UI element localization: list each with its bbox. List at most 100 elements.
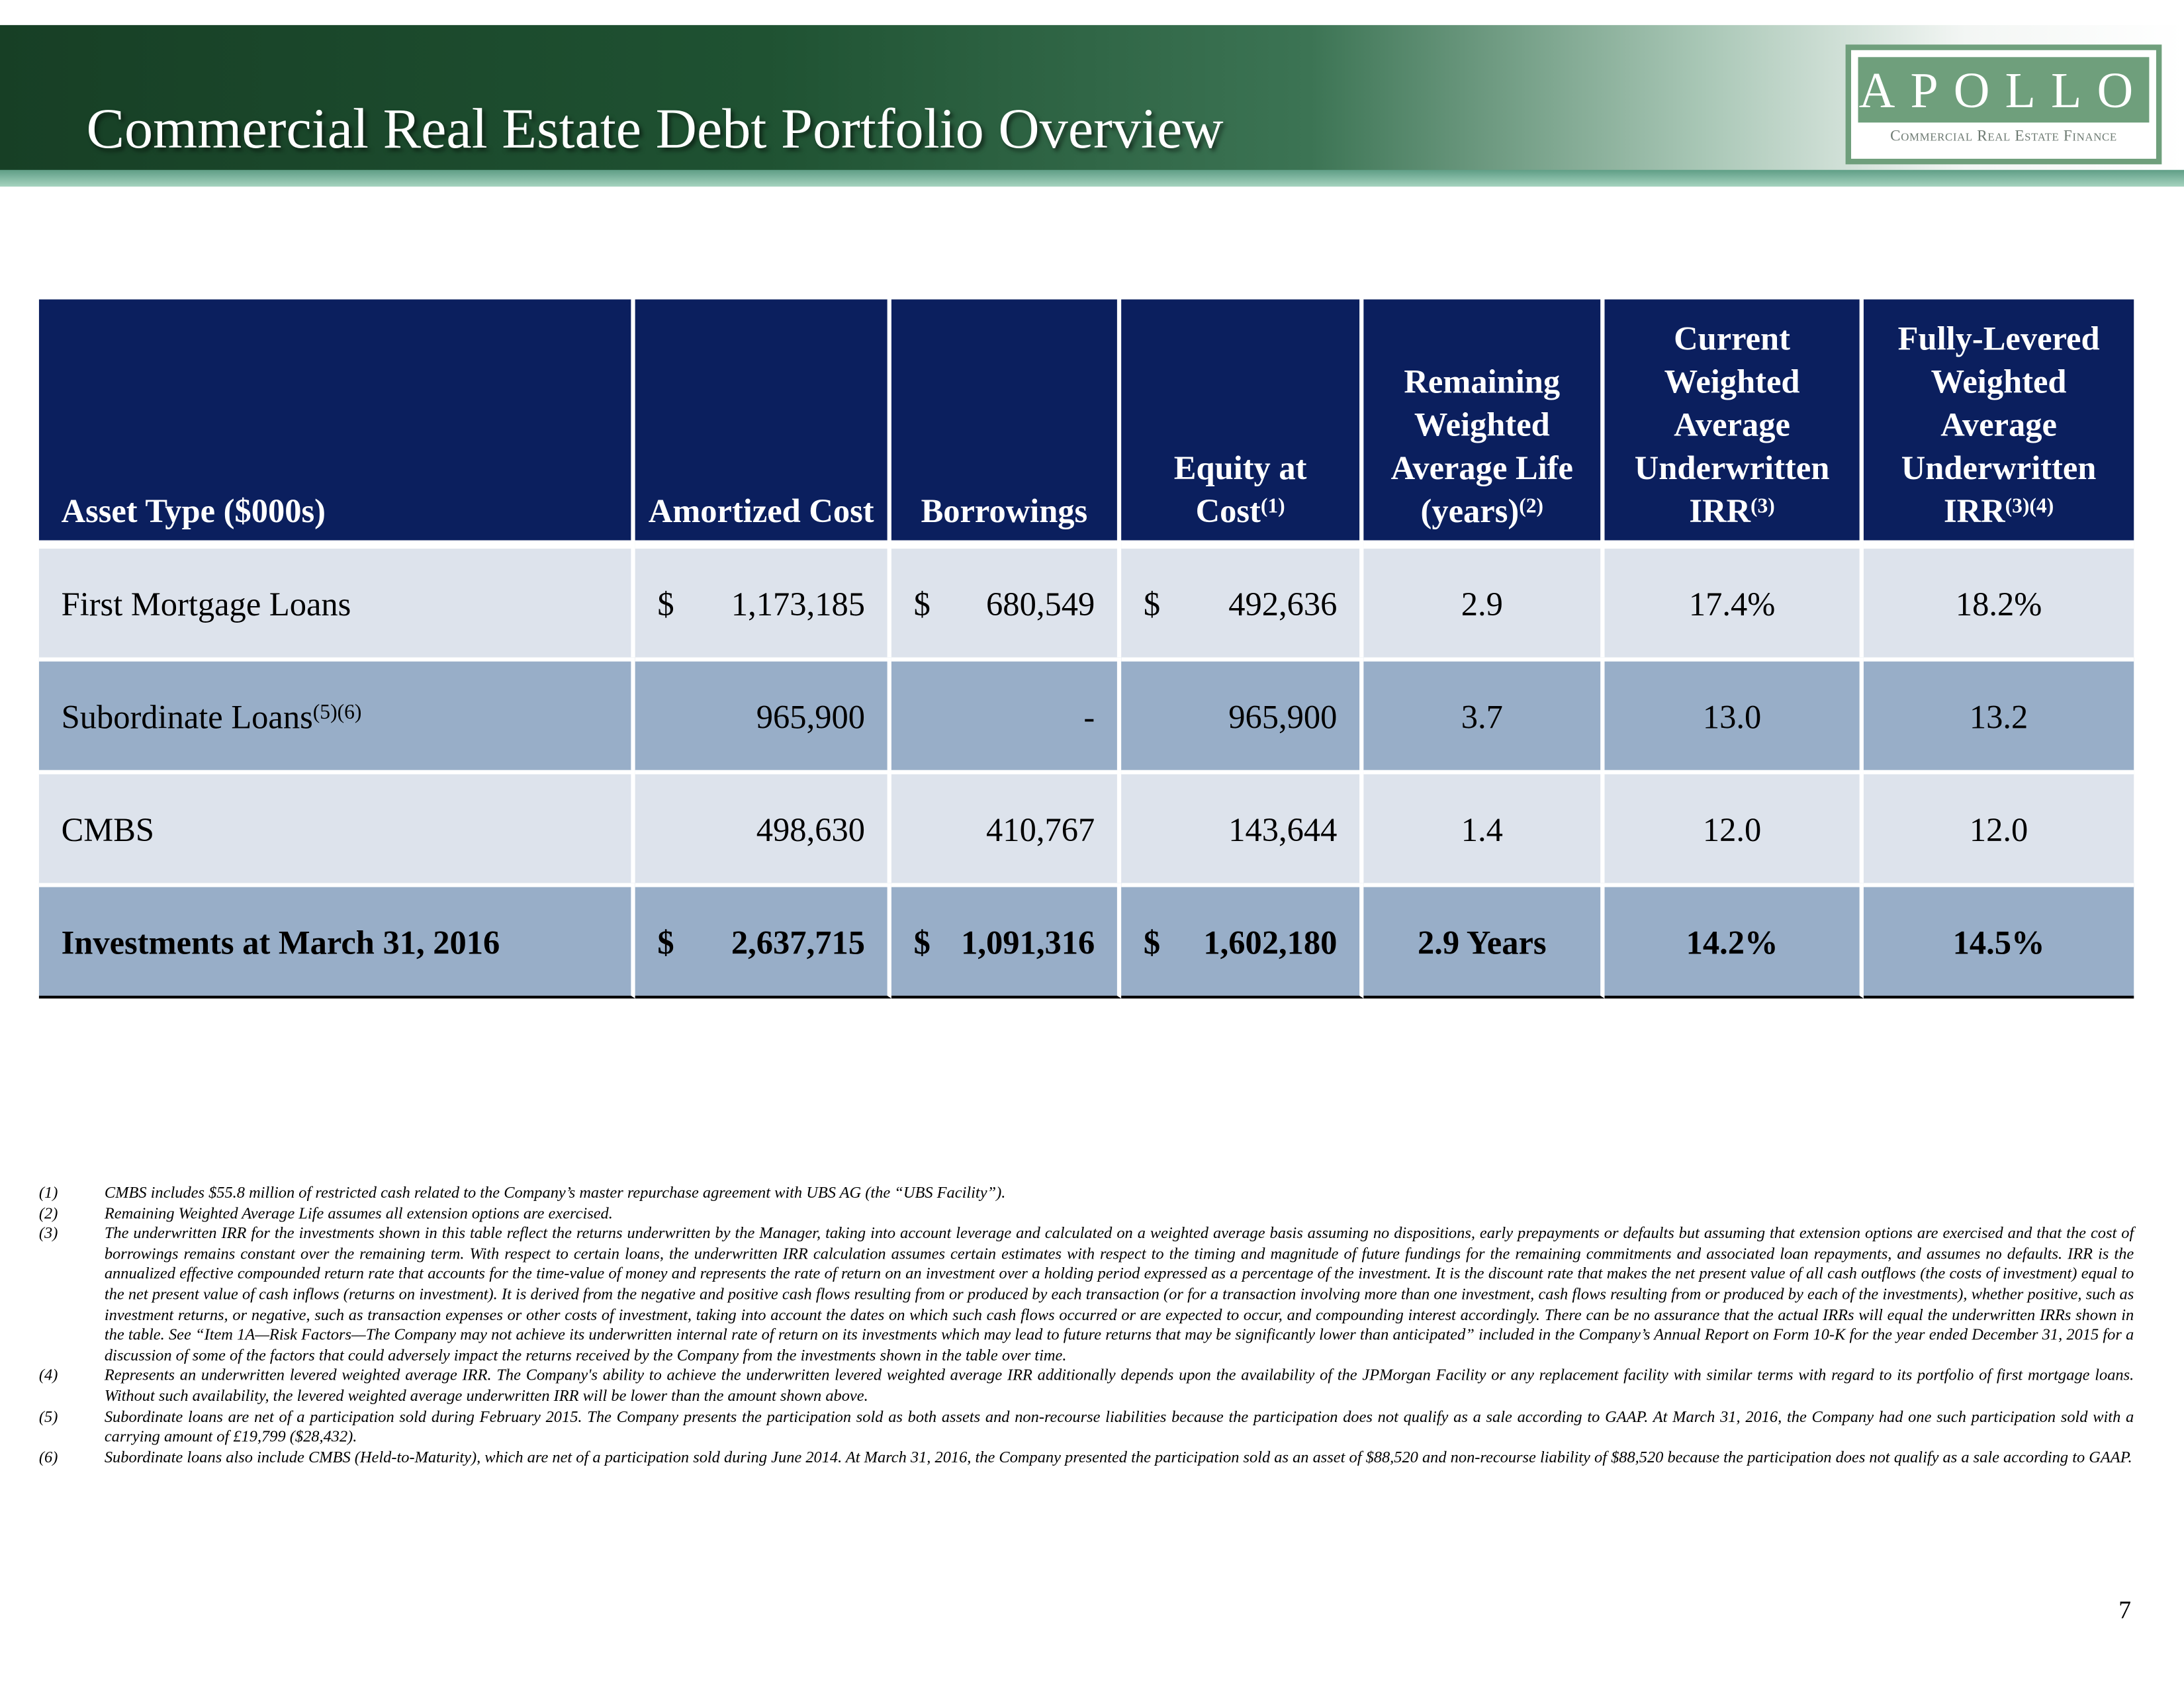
footnote-ref: (1)	[1260, 496, 1285, 518]
footnote-text: Remaining Weighted Average Life assumes …	[104, 1204, 613, 1222]
current-irr-cell: 13.0	[1604, 657, 1864, 770]
life-cell: 1.4	[1363, 770, 1605, 883]
column-header-label: Asset Type ($000s)	[61, 494, 326, 531]
dollar-sign: $	[657, 587, 674, 623]
asset-type: First Mortgage Loans	[61, 587, 351, 623]
column-header: Equity at Cost(1)	[1121, 299, 1364, 541]
value: 1,173,185	[731, 587, 865, 623]
footnote-number: (5)	[38, 1407, 58, 1426]
amortized-cost-cell: $1,173,185	[635, 540, 891, 658]
footnote: (1) CMBS includes $55.8 million of restri…	[39, 1184, 2134, 1204]
footnote-ref: (5)(6)	[312, 701, 362, 724]
current-irr-cell: 17.4%	[1604, 540, 1864, 658]
footnote-ref: (2)	[1519, 496, 1544, 518]
value: 1,091,316	[961, 925, 1095, 962]
footnote-number: (4)	[38, 1366, 58, 1385]
asset-type-cell: Investments at March 31, 2016	[38, 883, 635, 999]
value: 14.5%	[1952, 925, 2045, 962]
footnote: (3) The underwritten IRR for the investme…	[39, 1224, 2134, 1366]
levered-irr-cell: 12.0	[1863, 770, 2134, 883]
column-header: Remaining Weighted Average Life (years)(…	[1363, 299, 1605, 541]
value: 492,636	[1228, 587, 1338, 623]
column-header-label: Equity at Cost	[1173, 451, 1307, 531]
column-header-label: Amortized Cost	[648, 494, 874, 531]
value: 680,549	[986, 587, 1095, 623]
footnote-number: (2)	[38, 1204, 58, 1222]
value: 965,900	[1228, 699, 1338, 736]
amortized-cost-cell: 965,900	[635, 657, 891, 770]
life-cell: 2.9	[1363, 540, 1605, 658]
page-number: 7	[2118, 1595, 2132, 1624]
asset-type-cell: CMBS	[38, 770, 635, 883]
column-header: Fully-Levered Weighted Average Underwrit…	[1863, 299, 2134, 541]
value: 13.2	[1969, 699, 2028, 736]
asset-type: Subordinate Loans	[61, 699, 313, 736]
apollo-logo: APOLLO Commercial Real Estate Finance	[1845, 44, 2162, 165]
dollar-sign: $	[1143, 587, 1161, 623]
dollar-sign: $	[913, 587, 931, 623]
equity-cell: $492,636	[1121, 540, 1364, 658]
dollar-sign: $	[1143, 925, 1161, 962]
page-title: Commercial Real Estate Debt Portfolio Ov…	[86, 96, 1224, 161]
footnotes: (1) CMBS includes $55.8 million of restri…	[39, 1184, 2134, 1468]
value: 2.9 Years	[1418, 925, 1547, 962]
column-header: Asset Type ($000s)	[38, 299, 635, 541]
footnote-text: Subordinate loans are net of a participa…	[104, 1407, 2134, 1446]
levered-irr-cell: 14.5%	[1863, 883, 2134, 999]
total-row: Investments at March 31, 2016 $2,637,715 $…	[38, 883, 2134, 999]
footnote: (2) Remaining Weighted Average Life assum…	[39, 1204, 2134, 1225]
value: 143,644	[1228, 813, 1338, 849]
footnote-number: (3)	[38, 1224, 58, 1243]
value: 14.2%	[1686, 925, 1778, 962]
footnote: (4) Represents an underwritten levered we…	[39, 1366, 2134, 1407]
amortized-cost-cell: 498,630	[635, 770, 891, 883]
logo-name: APOLLO	[1858, 57, 2150, 123]
column-header-label: Current Weighted Average Underwritten IR…	[1634, 322, 1830, 531]
value: 18.2%	[1955, 587, 2042, 623]
column-header-label: Borrowings	[921, 494, 1088, 531]
value: 13.0	[1702, 699, 1762, 736]
equity-cell: $1,602,180	[1121, 883, 1364, 999]
header-banner	[0, 24, 2184, 173]
column-header: Current Weighted Average Underwritten IR…	[1604, 299, 1864, 541]
value: 410,767	[986, 813, 1095, 849]
footnote-ref: (3)(4)	[2005, 496, 2054, 518]
value: 12.0	[1702, 813, 1762, 849]
header-stripe	[0, 169, 2184, 187]
footnote-text: The underwritten IRR for the investments…	[104, 1224, 2134, 1364]
column-header: Borrowings	[891, 299, 1122, 541]
value: 12.0	[1969, 813, 2028, 849]
levered-irr-cell: 18.2%	[1863, 540, 2134, 658]
value: 2.9	[1461, 587, 1503, 623]
value: -	[1083, 699, 1095, 736]
logo-subtitle: Commercial Real Estate Finance	[1890, 128, 2117, 145]
footnote-ref: (3)	[1750, 496, 1775, 518]
equity-cell: 143,644	[1121, 770, 1364, 883]
levered-irr-cell: 13.2	[1863, 657, 2134, 770]
life-cell: 2.9 Years	[1363, 883, 1605, 999]
borrowings-cell: 410,767	[891, 770, 1122, 883]
value: 17.4%	[1688, 587, 1776, 623]
table-row: First Mortgage Loans $1,173,185 $680,549 $4…	[38, 540, 2134, 658]
current-irr-cell: 12.0	[1604, 770, 1864, 883]
asset-type-cell: First Mortgage Loans	[38, 540, 635, 658]
value: 2,637,715	[731, 925, 865, 962]
amortized-cost-cell: $2,637,715	[635, 883, 891, 999]
column-header-label: Remaining Weighted Average Life (years)	[1390, 365, 1573, 531]
footnote-text: Represents an underwritten levered weigh…	[104, 1366, 2134, 1405]
asset-type: CMBS	[61, 813, 154, 849]
footnote-text: CMBS includes $55.8 million of restricte…	[104, 1183, 1006, 1202]
value: 1,602,180	[1203, 925, 1338, 962]
dollar-sign: $	[913, 925, 931, 962]
value: 1.4	[1461, 813, 1503, 849]
asset-type: Investments at March 31, 2016	[61, 925, 500, 962]
borrowings-cell: $680,549	[891, 540, 1122, 658]
borrowings-cell: $1,091,316	[891, 883, 1122, 999]
footnote: (5) Subordinate loans are net of a partic…	[39, 1407, 2134, 1448]
life-cell: 3.7	[1363, 657, 1605, 770]
footnote-text: Subordinate loans also include CMBS (Hel…	[104, 1448, 2132, 1466]
column-header-label: Fully-Levered Weighted Average Underwrit…	[1897, 322, 2100, 531]
portfolio-table: Asset Type ($000s) Amortized Cost Borrowin…	[38, 299, 2134, 999]
footnote-number: (1)	[38, 1183, 58, 1202]
current-irr-cell: 14.2%	[1604, 883, 1864, 999]
